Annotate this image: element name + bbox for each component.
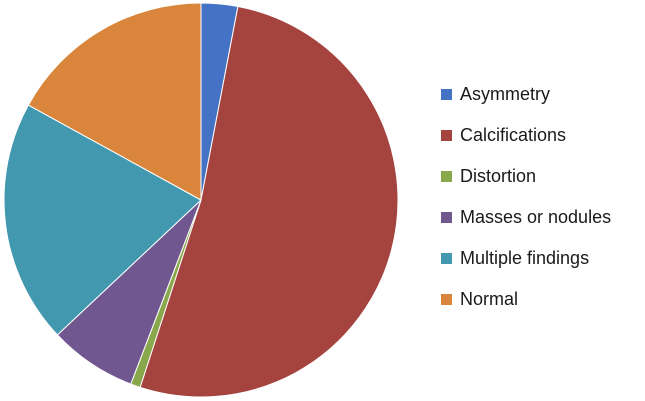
legend-label-calcifications: Calcifications: [460, 125, 567, 145]
legend-label-distortion: Distortion: [460, 166, 537, 186]
pie-slice-normal: [27, 2, 202, 201]
pie-slice-calcifications: [139, 5, 399, 398]
legend-swatch-asymmetry: [441, 88, 452, 100]
legend-label-normal: Normal: [460, 289, 519, 309]
legend-swatch-multiple-findings: [441, 252, 452, 264]
legend-item-normal: Normal: [441, 289, 641, 309]
pie-slice-multiple-findings: [3, 104, 202, 336]
legend-label-masses-or-nodules: Masses or nodules: [460, 207, 612, 227]
legend-item-calcifications: Calcifications: [441, 125, 641, 145]
pie-slices: [3, 2, 399, 398]
legend-label-asymmetry: Asymmetry: [460, 84, 550, 104]
legend-swatch-normal: [441, 293, 452, 305]
legend-item-multiple-findings: Multiple findings: [441, 248, 641, 268]
legend-swatch-masses-or-nodules: [441, 211, 452, 223]
legend: Asymmetry Calcifications Distortion Mass…: [441, 84, 641, 330]
legend-item-masses-or-nodules: Masses or nodules: [441, 207, 641, 227]
legend-swatch-calcifications: [441, 129, 452, 141]
legend-swatch-distortion: [441, 170, 452, 182]
legend-label-multiple-findings: Multiple findings: [460, 248, 590, 268]
legend-item-distortion: Distortion: [441, 166, 641, 186]
legend-item-asymmetry: Asymmetry: [441, 84, 641, 104]
